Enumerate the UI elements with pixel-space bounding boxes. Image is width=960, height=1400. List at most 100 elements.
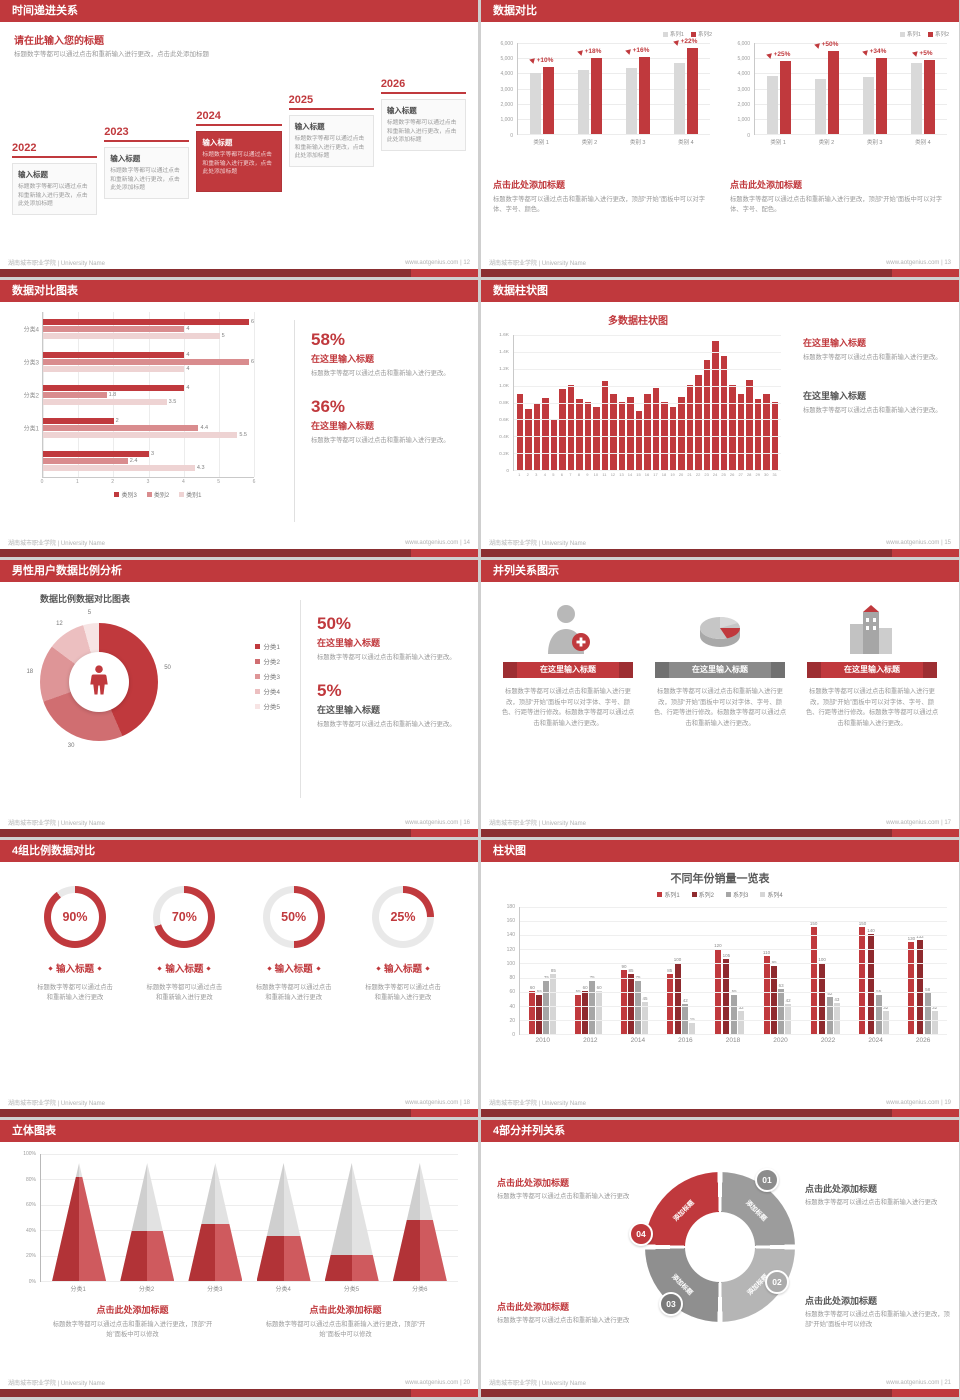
- stat-block: 在这里输入标题 标题数字等都可以通过点击和重新输入进行更改。: [803, 389, 947, 416]
- bar-group: +22%: [673, 37, 698, 134]
- plot-area: [40, 1154, 458, 1282]
- bar: [810, 927, 817, 1034]
- gridline: [514, 385, 781, 387]
- gauge-text: 标题数字等都可以通过点击和重新输入进行更改: [37, 984, 113, 1002]
- bar: [43, 391, 107, 398]
- bar-group: 6055 7585: [529, 907, 557, 1034]
- intro-heading: 请在此输入您的标题: [14, 36, 104, 47]
- y-tick: 1.4K: [499, 349, 509, 355]
- slide-14[interactable]: 数据对比图表 分类4 6 4 5 分类3 4 6 4 分类2 4 1.8 3.5 分类1 2 4.4 5.5 3…: [0, 280, 478, 557]
- x-tick: 22: [695, 472, 701, 477]
- y-tick: 0: [512, 1032, 515, 1038]
- y-tick: 2,000: [737, 101, 750, 108]
- bar-wrap: 58: [924, 907, 931, 1034]
- slide-20[interactable]: 立体图表 100% 80% 60% 40% 20% 0% 分类1 分类2 分类3 分类4 分类5 分类…: [0, 1120, 478, 1397]
- legend-swatch: [179, 492, 185, 497]
- caption-text: 标题数字等都可以通过点击和重新输入进行更改: [497, 1317, 630, 1324]
- bar: [634, 980, 641, 1034]
- bar-row: 6: [43, 358, 254, 365]
- x-tick: 类别 1: [770, 140, 786, 146]
- bar: [43, 464, 195, 471]
- y-tick: 1.6K: [499, 332, 509, 338]
- bar-row: 4: [43, 351, 254, 358]
- x-tick: 分类4: [275, 1287, 291, 1293]
- slide-16[interactable]: 男性用户数据比例分析 数据比例数据对比图表: [0, 560, 478, 837]
- gridline: [41, 1204, 458, 1206]
- timeline-box-title: 输入标题: [110, 154, 141, 163]
- parallel-item-3: 在这里输入标题 标题数字等都可以通过点击和重新输入进行更改，顶部“开始”面板中可…: [805, 600, 939, 816]
- bar-series1: [674, 63, 685, 134]
- cone-fill: [120, 1231, 175, 1281]
- slide-19[interactable]: 柱状图 不同年份销量一览表 系列1系列2系列3系列460557585556075…: [481, 840, 959, 1117]
- slide-footer: 湖南城市职业学院 | University Name www.aotgenius…: [481, 536, 959, 549]
- legend-label: 系列4: [767, 893, 783, 899]
- slide-title-bar: 数据对比图表: [0, 280, 478, 302]
- corner-caption-bottom-right: 点击此处添加标题 标题数字等都可以通过点击和重新输入进行更改，顶部“开始”面板中…: [805, 1294, 951, 1330]
- bar: [525, 408, 532, 470]
- bar-group: +50%: [814, 40, 839, 134]
- chart-block-right: 系列1 系列2 +25% +50% +34% +5% 6,000 5,000 4,000 3,00…: [728, 30, 949, 256]
- caption-row: 点击此处添加标题 标题数字等都可以通过点击和重新输入进行更改，顶部“开始”面板中…: [0, 1293, 478, 1340]
- legend-label: 分类5: [263, 704, 280, 711]
- grouped-bar-chart-block: 不同年份销量一览表 系列1系列2系列3系列4605575855560756090…: [481, 862, 959, 1044]
- slide-title-bar: 并列关系图示: [481, 560, 959, 582]
- x-tick: 5: [217, 479, 221, 485]
- slide-title-bar: 男性用户数据比例分析: [0, 560, 478, 582]
- legend-swatch: [927, 31, 933, 37]
- bar: [661, 402, 668, 470]
- bar-series2: [687, 48, 698, 134]
- y-tick: 2,000: [500, 101, 513, 108]
- slide-18[interactable]: 4组比例数据对比 90% 输入标题 标题数字等都可以通过点击和重新输入进行更改 70%…: [0, 840, 478, 1117]
- bar-value: 90: [621, 964, 627, 969]
- cone-fill: [392, 1219, 447, 1281]
- slide-12[interactable]: 时间递进关系 请在此输入您的标题 标题数字等都可以通过点击和重新输入进行更改，点…: [0, 0, 478, 277]
- stat-text: 标题数字等都可以通过点击和重新输入进行更改。: [311, 437, 450, 445]
- timeline-item: 2026 输入标题 标题数字等都可以通过点击和重新输入进行更改，点击此处添加标题: [380, 78, 467, 152]
- stats-column: 在这里输入标题 标题数字等都可以通过点击和重新输入进行更改。 在这里输入标题 标…: [789, 308, 949, 536]
- slide-body: 多数据柱状图 1.6K 1.4K 1.2K 1.0K 0.8K 0.6K 0.4K 0.2K 0…: [481, 302, 959, 536]
- growth-value: +18%: [584, 48, 602, 56]
- slide-21[interactable]: 4部分并列关系 添加标题 添加标题 添加标题 添加标题 01 02 03 04 点击此处添加标…: [481, 1120, 959, 1397]
- footer-page-text: www.aotgenius.com | 17: [886, 819, 951, 826]
- donut-value: 50: [164, 664, 171, 671]
- bar-group: 150 100 52 43: [810, 907, 840, 1034]
- bar-wrap: 42: [785, 907, 792, 1034]
- slide-title: 男性用户数据比例分析: [12, 565, 122, 577]
- bar: [674, 962, 681, 1034]
- growth-label: +25%: [766, 50, 790, 59]
- legend-label: 分类1: [263, 644, 280, 651]
- y-tick: 60%: [25, 1202, 36, 1209]
- growth-label: +5%: [912, 49, 933, 58]
- bar-group: +34%: [862, 43, 887, 134]
- growth-value: +50%: [821, 41, 839, 49]
- ring-segment-label: 添加标题: [672, 1199, 696, 1223]
- x-tick: 25: [721, 472, 726, 477]
- slide-17[interactable]: 并列关系图示 在这里输入标题 标题数字等都可以通过点击和重新输入进行更改: [481, 560, 959, 837]
- timeline-year: 2023: [104, 126, 129, 138]
- cone-chart: 100% 80% 60% 40% 20% 0% 分类1 分类2 分类3 分类4 分类5 分类6: [0, 1151, 478, 1293]
- bar-wrap: 60: [529, 907, 536, 1034]
- x-tick: 3: [146, 479, 150, 485]
- bar-wrap: 75: [543, 907, 550, 1034]
- slide-15[interactable]: 数据柱状图 多数据柱状图 1.6K 1.4K 1.2K 1.0K 0.8K 0.6K 0.4…: [481, 280, 959, 557]
- bar: [714, 948, 721, 1034]
- slide-body: 数据比例数据对比图表 分类1 分类2 分类3 分类4 分类5: [0, 582, 478, 816]
- x-axis: 类别 1 类别 2 类别 3 类别 4: [754, 138, 947, 146]
- parallel-item-2: 在这里输入标题 标题数字等都可以通过点击和重新输入进行更改，顶部“开始”面板中可…: [653, 600, 787, 816]
- timeline-box-text: 标题数字等都可以通过点击和重新输入进行更改，点击此处添加标题: [386, 120, 457, 144]
- slide-footer: 湖南城市职业学院 | University Name www.aotgenius…: [0, 1376, 478, 1389]
- bar: [669, 407, 677, 470]
- bar-value: 43: [834, 997, 840, 1003]
- dual-chart-area: 系列1 系列2 +10% +18% +16% +22% 6,000 5,000 4,000 3,0…: [481, 22, 959, 256]
- bar: [550, 419, 558, 470]
- gridline: [514, 335, 781, 336]
- gridline: [755, 103, 947, 105]
- y-tick: 6,000: [737, 40, 750, 47]
- x-tick: 3: [535, 472, 538, 477]
- bar: [731, 994, 738, 1034]
- x-tick: 8: [577, 472, 580, 477]
- footer-school-text: 湖南城市职业学院 | University Name: [8, 1101, 105, 1107]
- slide-13[interactable]: 数据对比 系列1 系列2 +10% +18% +16% +22% 6,000 5,000 4,0…: [481, 0, 959, 277]
- bar-value: 42: [785, 998, 791, 1004]
- bar-value: 85: [550, 967, 556, 973]
